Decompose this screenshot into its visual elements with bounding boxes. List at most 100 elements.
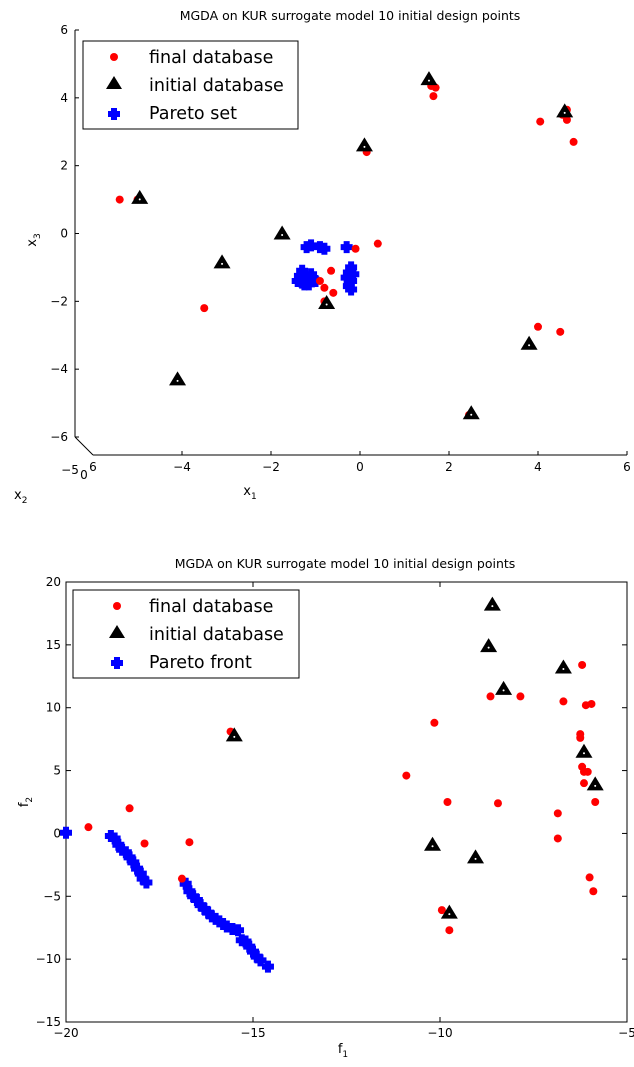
- circle-marker: [327, 266, 336, 275]
- circle-marker: [443, 798, 452, 806]
- triangle-shape: [273, 225, 291, 240]
- triangle-dot: [502, 689, 505, 692]
- triangle-shape: [586, 776, 604, 791]
- triangle-dot: [562, 667, 565, 670]
- circle-marker: [125, 804, 134, 813]
- triangle-dot: [325, 303, 328, 306]
- y-tick-label: 2: [60, 159, 68, 173]
- scatter-plot-objective-space: MGDA on KUR surrogate model 10 initial d…: [17, 556, 634, 1060]
- triangle-marker: [520, 335, 538, 350]
- circle-marker: [591, 798, 600, 806]
- legend-marker-pareto: [108, 108, 120, 120]
- circle-marker: [429, 92, 438, 101]
- y-tick-label: 5: [53, 764, 61, 778]
- triangle-marker: [273, 225, 291, 240]
- triangle-shape: [556, 103, 574, 118]
- x-tick-label: 4: [534, 460, 542, 474]
- x-tick-label: −15: [240, 1026, 265, 1040]
- circle-marker: [431, 83, 440, 92]
- circle-marker: [579, 779, 588, 788]
- y-axis-label: f2: [17, 797, 35, 807]
- triangle-marker: [480, 638, 498, 653]
- circle-marker: [437, 906, 446, 915]
- triangle-dot: [594, 784, 597, 787]
- triangle-marker: [556, 103, 574, 118]
- circle-marker: [587, 699, 596, 708]
- triangle-dot: [582, 752, 585, 755]
- triangle-shape: [480, 638, 498, 653]
- triangle-marker: [213, 254, 231, 269]
- triangle-marker: [169, 371, 187, 386]
- triangle-shape: [131, 189, 149, 204]
- triangle-shape: [355, 137, 373, 152]
- triangle-marker: [355, 137, 373, 152]
- legend-label-final: final database: [149, 597, 273, 617]
- y-tick-label: 4: [60, 91, 68, 105]
- depth-tick-label: −5: [61, 463, 79, 477]
- triangle-shape: [213, 254, 231, 269]
- triangle-marker: [131, 189, 149, 204]
- triangle-marker: [424, 836, 442, 851]
- triangle-dot: [491, 605, 494, 608]
- triangle-dot: [448, 913, 451, 916]
- triangle-dot: [563, 111, 566, 114]
- y-tick-label: −6: [50, 430, 68, 444]
- legend-marker-final: [113, 602, 121, 610]
- triangle-shape: [424, 836, 442, 851]
- triangle-dot: [138, 198, 141, 201]
- circle-marker: [516, 692, 525, 701]
- plot-frame: [65, 581, 628, 1023]
- circle-marker: [578, 660, 587, 669]
- x-tick-label: 6: [623, 460, 631, 474]
- triangle-dot: [431, 845, 434, 848]
- x-tick-label: −2: [262, 460, 280, 474]
- circle-marker: [534, 322, 542, 331]
- circle-marker: [562, 115, 571, 124]
- triangle-dot: [427, 79, 430, 82]
- triangle-marker: [586, 776, 604, 791]
- legend-marker-final: [110, 53, 118, 61]
- triangle-dot: [528, 344, 531, 347]
- circle-marker: [585, 873, 594, 882]
- triangle-dot: [233, 735, 236, 738]
- triangle-shape: [554, 659, 572, 674]
- legend-label-pareto: Pareto set: [149, 104, 237, 124]
- y-tick-label: −15: [36, 1015, 61, 1029]
- circle-marker: [589, 887, 598, 896]
- triangle-dot: [176, 379, 179, 382]
- triangle-marker: [420, 71, 438, 86]
- data-marks: [115, 71, 578, 420]
- circle-marker: [553, 834, 562, 843]
- x-tick-label: −10: [427, 1026, 452, 1040]
- circle-marker: [320, 283, 329, 292]
- x-tick-label: 0: [356, 460, 364, 474]
- circle-marker: [315, 276, 324, 285]
- circle-marker: [486, 692, 495, 701]
- triangle-shape: [520, 335, 538, 350]
- legend-label-initial: initial database: [149, 625, 284, 645]
- triangle-shape: [462, 405, 480, 420]
- depth-axis-line: [74, 436, 94, 456]
- y-tick-label: −4: [50, 362, 68, 376]
- data-marks: [60, 596, 604, 973]
- circle-marker: [329, 288, 338, 297]
- y-tick-label: 10: [46, 701, 61, 715]
- legend-marker-initial: [106, 76, 122, 89]
- triangle-shape: [318, 295, 336, 310]
- triangle-shape: [483, 596, 501, 611]
- legend-label-initial: initial database: [149, 76, 284, 96]
- triangle-shape: [575, 743, 593, 758]
- triangle-marker: [440, 904, 458, 919]
- triangle-marker: [495, 680, 513, 695]
- plus-marker: [140, 876, 153, 889]
- plus-marker: [318, 242, 331, 255]
- triangle-marker: [462, 405, 480, 420]
- circle-marker: [559, 697, 568, 706]
- x-tick-label: 2: [445, 460, 453, 474]
- triangle-dot: [470, 413, 473, 416]
- triangle-dot: [281, 234, 284, 236]
- circle-marker: [177, 874, 186, 883]
- plus-marker: [261, 960, 274, 973]
